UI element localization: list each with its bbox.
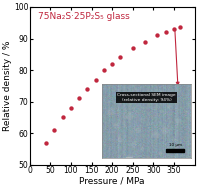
Point xyxy=(144,40,147,43)
Point xyxy=(53,129,56,132)
Point xyxy=(119,56,122,59)
Point xyxy=(172,28,175,31)
Point xyxy=(102,69,106,72)
Point xyxy=(156,34,159,37)
Point xyxy=(110,62,114,65)
Point xyxy=(86,88,89,91)
Y-axis label: Relative density / %: Relative density / % xyxy=(4,41,12,131)
Point xyxy=(131,46,134,50)
Point xyxy=(45,141,48,144)
Text: 75Na₂S·25P₂S₅ glass: 75Na₂S·25P₂S₅ glass xyxy=(38,12,130,21)
Point xyxy=(61,116,64,119)
Point xyxy=(94,78,97,81)
Point xyxy=(69,106,72,109)
Point xyxy=(78,97,81,100)
X-axis label: Pressure / MPa: Pressure / MPa xyxy=(79,177,145,186)
Point xyxy=(179,26,182,29)
Point xyxy=(164,31,167,34)
